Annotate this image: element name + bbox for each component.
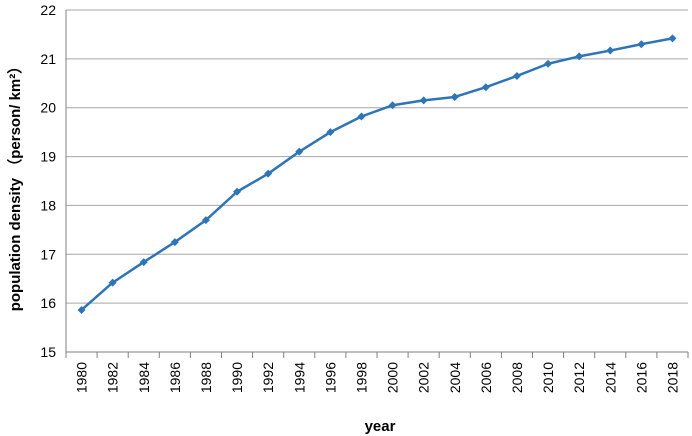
gridlines [66,9,688,304]
y-tick-label: 15 [40,344,56,360]
x-tick-label: 2018 [664,362,680,393]
x-tick-label: 1992 [260,362,276,393]
x-tick-label: 2012 [571,362,587,393]
x-tick-label: 1990 [229,362,245,393]
data-point [450,92,459,101]
x-tick-label: 2016 [633,362,649,393]
x-tick-label: 2010 [540,362,556,393]
data-point [544,59,553,68]
x-tick-labels: 1980 1982 1984 1986 1988 1990 1992 1994 1996 1998… [74,362,681,393]
y-tick-labels: 15 16 17 18 19 20 21 22 [40,2,56,360]
data-point [264,169,273,178]
y-tick-label: 20 [40,100,56,116]
x-tick-label: 2008 [509,362,525,393]
y-tick-label: 22 [40,2,56,18]
data-point [295,147,304,156]
data-point [575,52,584,61]
data-point [637,40,646,49]
axes [65,10,689,358]
data-point [388,101,397,110]
data-point [357,112,366,121]
x-tick-label: 1986 [167,362,183,393]
x-tick-label: 2004 [447,362,463,393]
data-point [512,71,521,80]
data-point [201,216,210,225]
series [77,34,677,314]
data-point [170,238,179,247]
x-tick-label: 2002 [416,362,432,393]
y-tick-label: 19 [40,149,56,165]
data-point [77,305,86,314]
x-tick-label: 1998 [353,362,369,393]
x-tick-label: 1980 [74,362,90,393]
data-point [139,258,148,267]
x-axis-title: year [365,418,396,435]
x-tick-label: 1988 [198,362,214,393]
x-tick-label: 1996 [322,362,338,393]
x-tick-label: 1982 [105,362,121,393]
y-tick-label: 17 [40,246,56,262]
x-tick-label: 2014 [602,362,618,393]
x-tick-label: 1994 [291,362,307,393]
data-point [606,46,615,55]
data-point [233,187,242,196]
data-point [108,278,117,287]
series-line [80,37,673,311]
data-point [419,96,428,105]
x-tick-label: 1984 [136,362,152,393]
y-tick-label: 18 [40,197,56,213]
data-point [481,83,490,92]
x-tick-label: 2006 [478,362,494,393]
y-tick-label: 21 [40,51,56,67]
y-axis-title: population density （person/ km²） [6,59,24,312]
data-point [326,128,335,137]
x-tick-label: 2000 [385,362,401,393]
y-tick-label: 16 [40,295,56,311]
data-point [668,34,677,43]
